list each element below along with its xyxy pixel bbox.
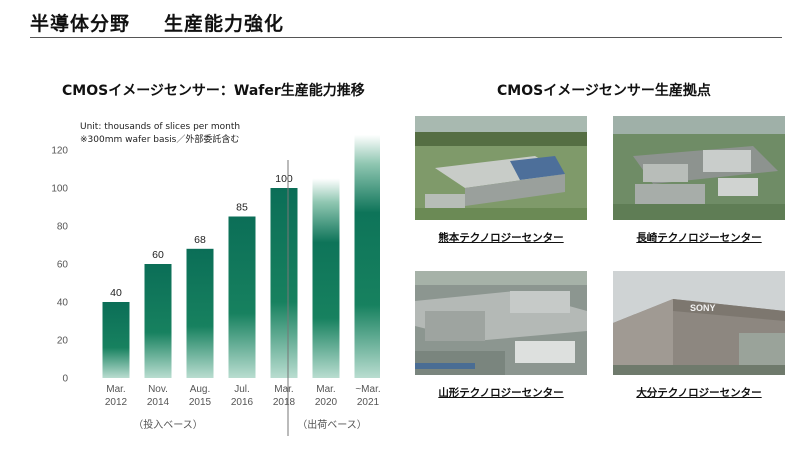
x-tick-label: 2014 [147,397,170,408]
site-label-oita: 大分テクノロジーセンター [636,387,762,399]
x-tick-label: 2015 [189,397,212,408]
y-tick-label: 20 [57,336,69,347]
bar-value-label: 40 [110,287,122,299]
slide-title: 半導体分野 生産能力強化 [30,9,284,36]
sites-title: CMOSイメージセンサー生産拠点 [497,83,711,99]
bar-nov-2014 [144,264,172,378]
group-label-input-basis: （投入ベース） [133,418,203,431]
site-yamagata: 山形テクノロジーセンター [415,271,587,400]
chart-title: CMOSイメージセンサー：Wafer生産能力推移 [62,83,365,99]
x-tick-label: Aug. [190,384,211,395]
bar-aug-2015 [186,248,214,378]
site-kumamoto: 熊本テクノロジーセンター [415,116,587,245]
capacity-bar-chart: Unit: thousands of slices per month ※300… [51,122,380,436]
slide-title-left: 半導体分野 [30,13,131,35]
y-tick-label: 40 [57,298,69,309]
group-label-shipment-basis: （出荷ベース） [297,418,367,431]
x-tick-label: Mar. [316,384,335,395]
x-tick-label: Nov. [148,384,168,395]
chart-unit-note: Unit: thousands of slices per month [80,122,240,132]
yamagata-facility-photo [415,271,587,375]
title-divider [30,37,782,38]
bar-value-label: 85 [236,202,248,214]
bar-jul-2016 [228,216,256,378]
nagasaki-facility-photo [613,116,785,220]
y-tick-label: 60 [57,260,69,271]
x-tick-label: ~Mar. [355,384,380,395]
site-oita: SONY 大分テクノロジーセンター [613,271,785,400]
x-tick-label: Jul. [234,384,250,395]
bar-value-label: 68 [194,234,206,246]
site-nagasaki: 長崎テクノロジーセンター [613,116,785,245]
y-tick-label: 100 [51,184,68,195]
slide-title-right: 生産能力強化 [164,13,285,35]
bar-mar-2012 [102,302,130,378]
y-tick-label: 80 [57,222,69,233]
x-tick-label: 2020 [315,397,338,408]
oita-facility-photo: SONY [613,271,785,375]
y-tick-label: 120 [51,146,68,157]
x-tick-label: 2018 [273,397,296,408]
x-tick-label: Mar. [274,384,293,395]
bar-value-label: 100 [275,173,293,185]
kumamoto-facility-photo [415,116,587,220]
sony-sign: SONY [690,303,716,313]
bar-value-label: 60 [152,249,164,261]
bar-mar-2021 [354,134,380,378]
x-tick-label: Mar. [106,384,125,395]
site-label-yamagata: 山形テクノロジーセンター [438,387,564,399]
x-tick-label: 2021 [357,397,380,408]
x-tick-label: 2012 [105,397,128,408]
y-tick-label: 0 [62,374,68,385]
site-label-nagasaki: 長崎テクノロジーセンター [636,232,762,244]
bar-mar-2018 [270,188,298,378]
bar-mar-2020 [312,178,340,378]
chart-basis-note: ※300mm wafer basis／外部委託含む [80,133,239,145]
site-label-kumamoto: 熊本テクノロジーセンター [438,232,564,244]
x-tick-label: 2016 [231,397,254,408]
